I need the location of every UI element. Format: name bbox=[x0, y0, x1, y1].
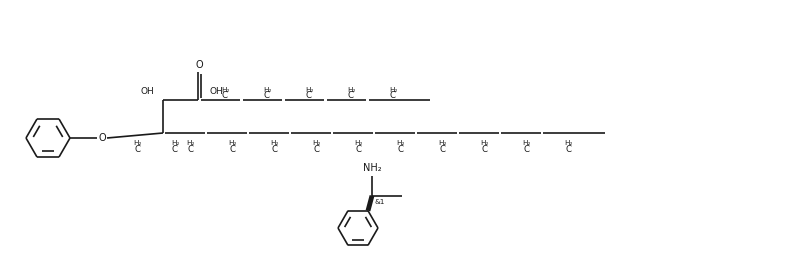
Text: H₂: H₂ bbox=[347, 87, 355, 93]
Text: H₂: H₂ bbox=[522, 140, 530, 146]
Text: H₂: H₂ bbox=[133, 140, 141, 146]
Text: C: C bbox=[439, 145, 445, 155]
Text: C: C bbox=[355, 145, 361, 155]
Text: &1: &1 bbox=[374, 199, 385, 205]
Text: H₂: H₂ bbox=[305, 87, 313, 93]
Text: C: C bbox=[348, 91, 354, 101]
Text: C: C bbox=[565, 145, 571, 155]
Text: H₂: H₂ bbox=[396, 140, 404, 146]
Text: C: C bbox=[306, 91, 312, 101]
Text: H₂: H₂ bbox=[171, 140, 179, 146]
Text: OH: OH bbox=[141, 88, 154, 96]
Text: C: C bbox=[481, 145, 487, 155]
Text: C: C bbox=[390, 91, 396, 101]
Text: C: C bbox=[523, 145, 529, 155]
Text: H₂: H₂ bbox=[228, 140, 236, 146]
Text: H₂: H₂ bbox=[438, 140, 446, 146]
Text: C: C bbox=[271, 145, 277, 155]
Text: O: O bbox=[98, 133, 106, 143]
Text: OH: OH bbox=[209, 88, 223, 96]
Text: C: C bbox=[397, 145, 403, 155]
Text: C: C bbox=[222, 91, 228, 101]
Text: C: C bbox=[187, 145, 193, 155]
Text: NH₂: NH₂ bbox=[363, 163, 382, 173]
Text: H₂: H₂ bbox=[221, 87, 229, 93]
Text: H₂: H₂ bbox=[480, 140, 488, 146]
Text: C: C bbox=[172, 145, 178, 155]
Text: H₂: H₂ bbox=[186, 140, 194, 146]
Text: H₂: H₂ bbox=[270, 140, 278, 146]
Text: H₂: H₂ bbox=[354, 140, 362, 146]
Text: C: C bbox=[134, 145, 141, 155]
Text: H₂: H₂ bbox=[312, 140, 320, 146]
Text: O: O bbox=[195, 60, 203, 70]
Text: C: C bbox=[264, 91, 270, 101]
Text: C: C bbox=[229, 145, 235, 155]
Text: H₂: H₂ bbox=[389, 87, 397, 93]
Text: C: C bbox=[313, 145, 319, 155]
Text: H₂: H₂ bbox=[564, 140, 572, 146]
Text: H₂: H₂ bbox=[263, 87, 271, 93]
